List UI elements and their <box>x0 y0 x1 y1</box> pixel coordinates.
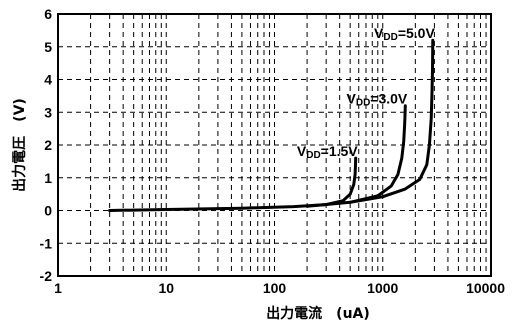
x-tick-labels: 1 10 100 1000 10000 <box>54 280 505 296</box>
series-labels: VDD=1.5V VDD=3.0V VDD=5.0V <box>297 25 436 161</box>
chart-series <box>108 38 435 212</box>
plot-frame <box>57 13 492 277</box>
x-tick-label: 1000 <box>367 280 398 296</box>
x-tick-label: 100 <box>263 280 287 296</box>
series-line <box>348 38 435 204</box>
x-tick-label: 10000 <box>466 280 505 296</box>
y-tick-labels: -2 -1 0 1 2 3 4 5 6 <box>40 6 53 284</box>
y-tick-label: 1 <box>44 170 52 186</box>
series-label: VDD=1.5V <box>297 143 358 161</box>
y-tick-label: 6 <box>44 6 52 22</box>
y-tick-label: 2 <box>44 137 52 153</box>
x-tick-label: 10 <box>158 280 174 296</box>
y-tick-label: 3 <box>44 104 52 120</box>
y-tick-label: 5 <box>44 39 52 55</box>
y-tick-label: -1 <box>40 235 53 251</box>
y-tick-label: -2 <box>40 268 53 284</box>
y-tick-label: 4 <box>44 72 52 88</box>
y-axis-title: 出力電圧 (V) <box>11 98 28 192</box>
x-axis-title: 出力電流 (uA) <box>266 305 370 322</box>
y-tick-label: 0 <box>44 203 52 219</box>
series-label: VDD=3.0V <box>347 91 408 109</box>
chart-grid <box>58 14 491 276</box>
series-label: VDD=5.0V <box>374 25 435 43</box>
x-tick-label: 1 <box>54 280 62 296</box>
series-line <box>108 156 358 212</box>
